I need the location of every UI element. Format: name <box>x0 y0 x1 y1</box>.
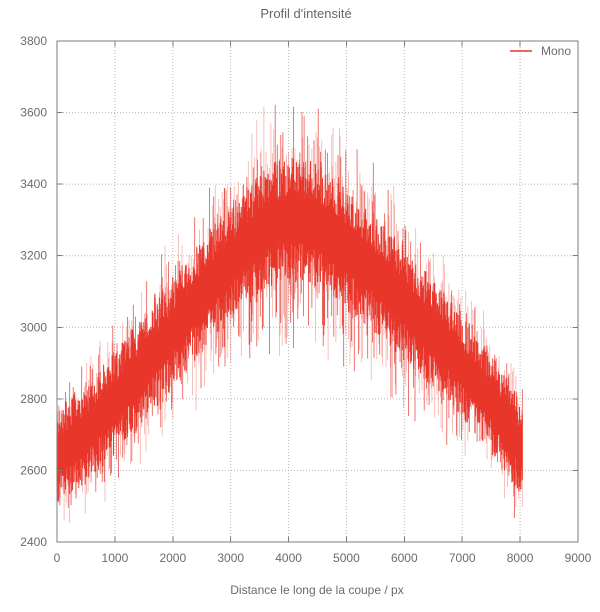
y-tick-label: 3000 <box>20 320 47 334</box>
y-tick-label: 3800 <box>20 34 47 48</box>
legend-label: Mono <box>541 44 571 58</box>
x-tick-label: 9000 <box>565 551 592 565</box>
x-axis-label: Distance le long de la coupe / px <box>230 583 403 597</box>
x-tick-label: 3000 <box>217 551 244 565</box>
series-core-path <box>56 157 523 501</box>
series-spikes-light <box>57 106 523 523</box>
y-tick-label: 2400 <box>20 535 47 549</box>
x-tick-label: 4000 <box>275 551 302 565</box>
y-tick-label: 3200 <box>20 249 47 263</box>
y-tick-label: 3600 <box>20 106 47 120</box>
y-tick-labels: 2400 2600 2800 3000 3200 3400 3600 3800 <box>20 34 47 549</box>
x-tick-label: 6000 <box>391 551 418 565</box>
y-tick-label: 3400 <box>20 177 47 191</box>
x-tick-label: 2000 <box>159 551 186 565</box>
x-tick-label: 7000 <box>449 551 476 565</box>
x-tick-label: 8000 <box>507 551 534 565</box>
x-tick-label: 1000 <box>102 551 129 565</box>
x-tick-label: 0 <box>54 551 61 565</box>
x-tick-labels: 0 1000 2000 3000 4000 5000 6000 7000 8000 9000 <box>54 551 592 565</box>
y-tick-label: 2600 <box>20 463 47 477</box>
plot-border <box>56 40 579 543</box>
legend: Mono <box>510 44 571 58</box>
x-tick-label: 5000 <box>333 551 360 565</box>
chart-title: Profil d'intensité <box>260 6 351 21</box>
series-spikes-dark <box>56 104 523 518</box>
y-tick-label: 2800 <box>20 392 47 406</box>
series-mono <box>56 104 523 523</box>
